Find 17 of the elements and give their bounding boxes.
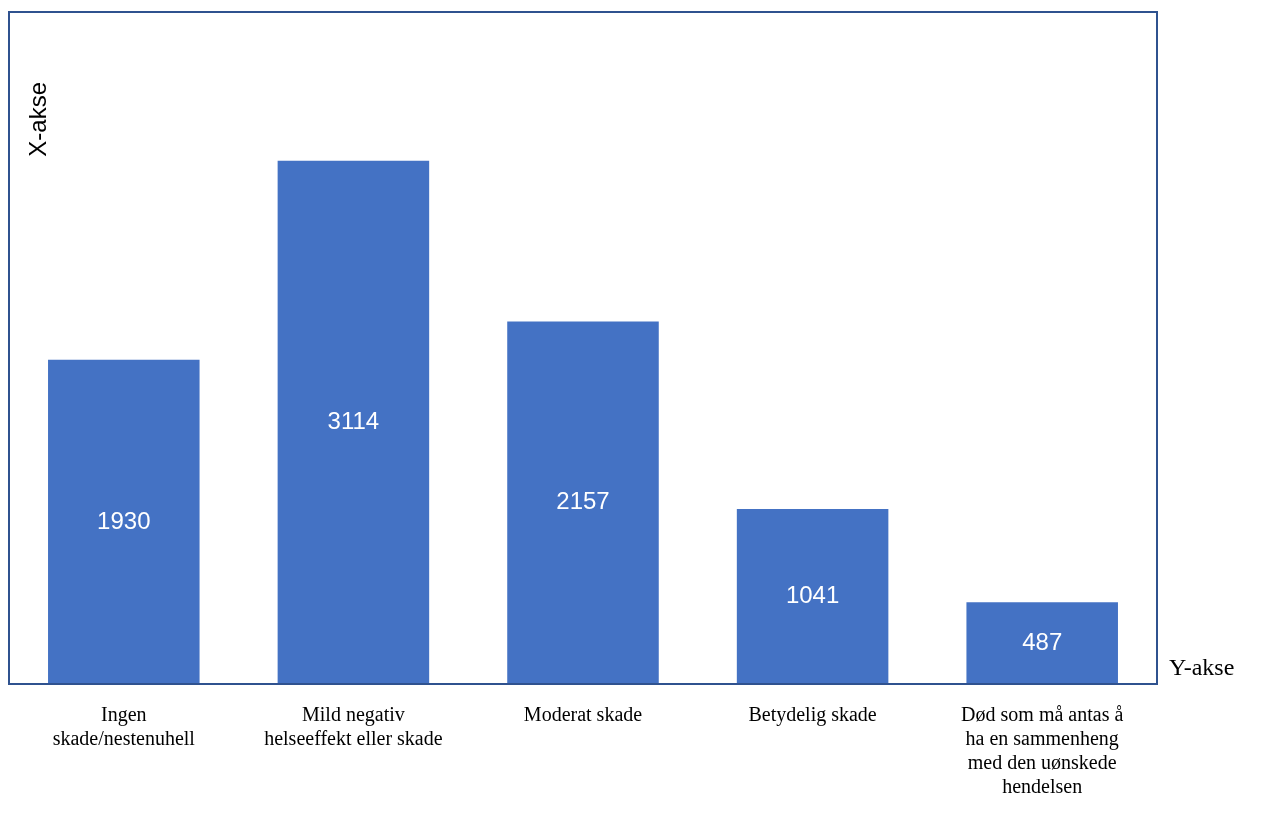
data-label: 3114 <box>327 407 380 435</box>
bar <box>48 359 200 684</box>
bar <box>736 509 889 684</box>
bar <box>277 160 430 684</box>
bar <box>507 321 659 684</box>
x-tick-label: Død som må antas å ha en sammenheng med den uønskede hendelsen <box>961 703 1124 798</box>
x-tick-label: Moderat skade <box>523 703 643 726</box>
x-tick-label: Mild negativ helseeffekt eller skade <box>264 703 443 750</box>
y-axis-title: X-akse <box>23 82 51 157</box>
bar <box>966 602 1118 684</box>
x-tick-label: Ingen skade/nestenuhell <box>52 703 196 750</box>
x-axis-title: Y-akse <box>1169 654 1235 681</box>
data-label: 1041 <box>785 581 840 609</box>
data-label: 2157 <box>556 487 610 515</box>
x-tick-label: Betydelig skade <box>748 703 877 727</box>
data-label: 1930 <box>97 506 151 534</box>
data-label: 487 <box>1022 627 1063 655</box>
